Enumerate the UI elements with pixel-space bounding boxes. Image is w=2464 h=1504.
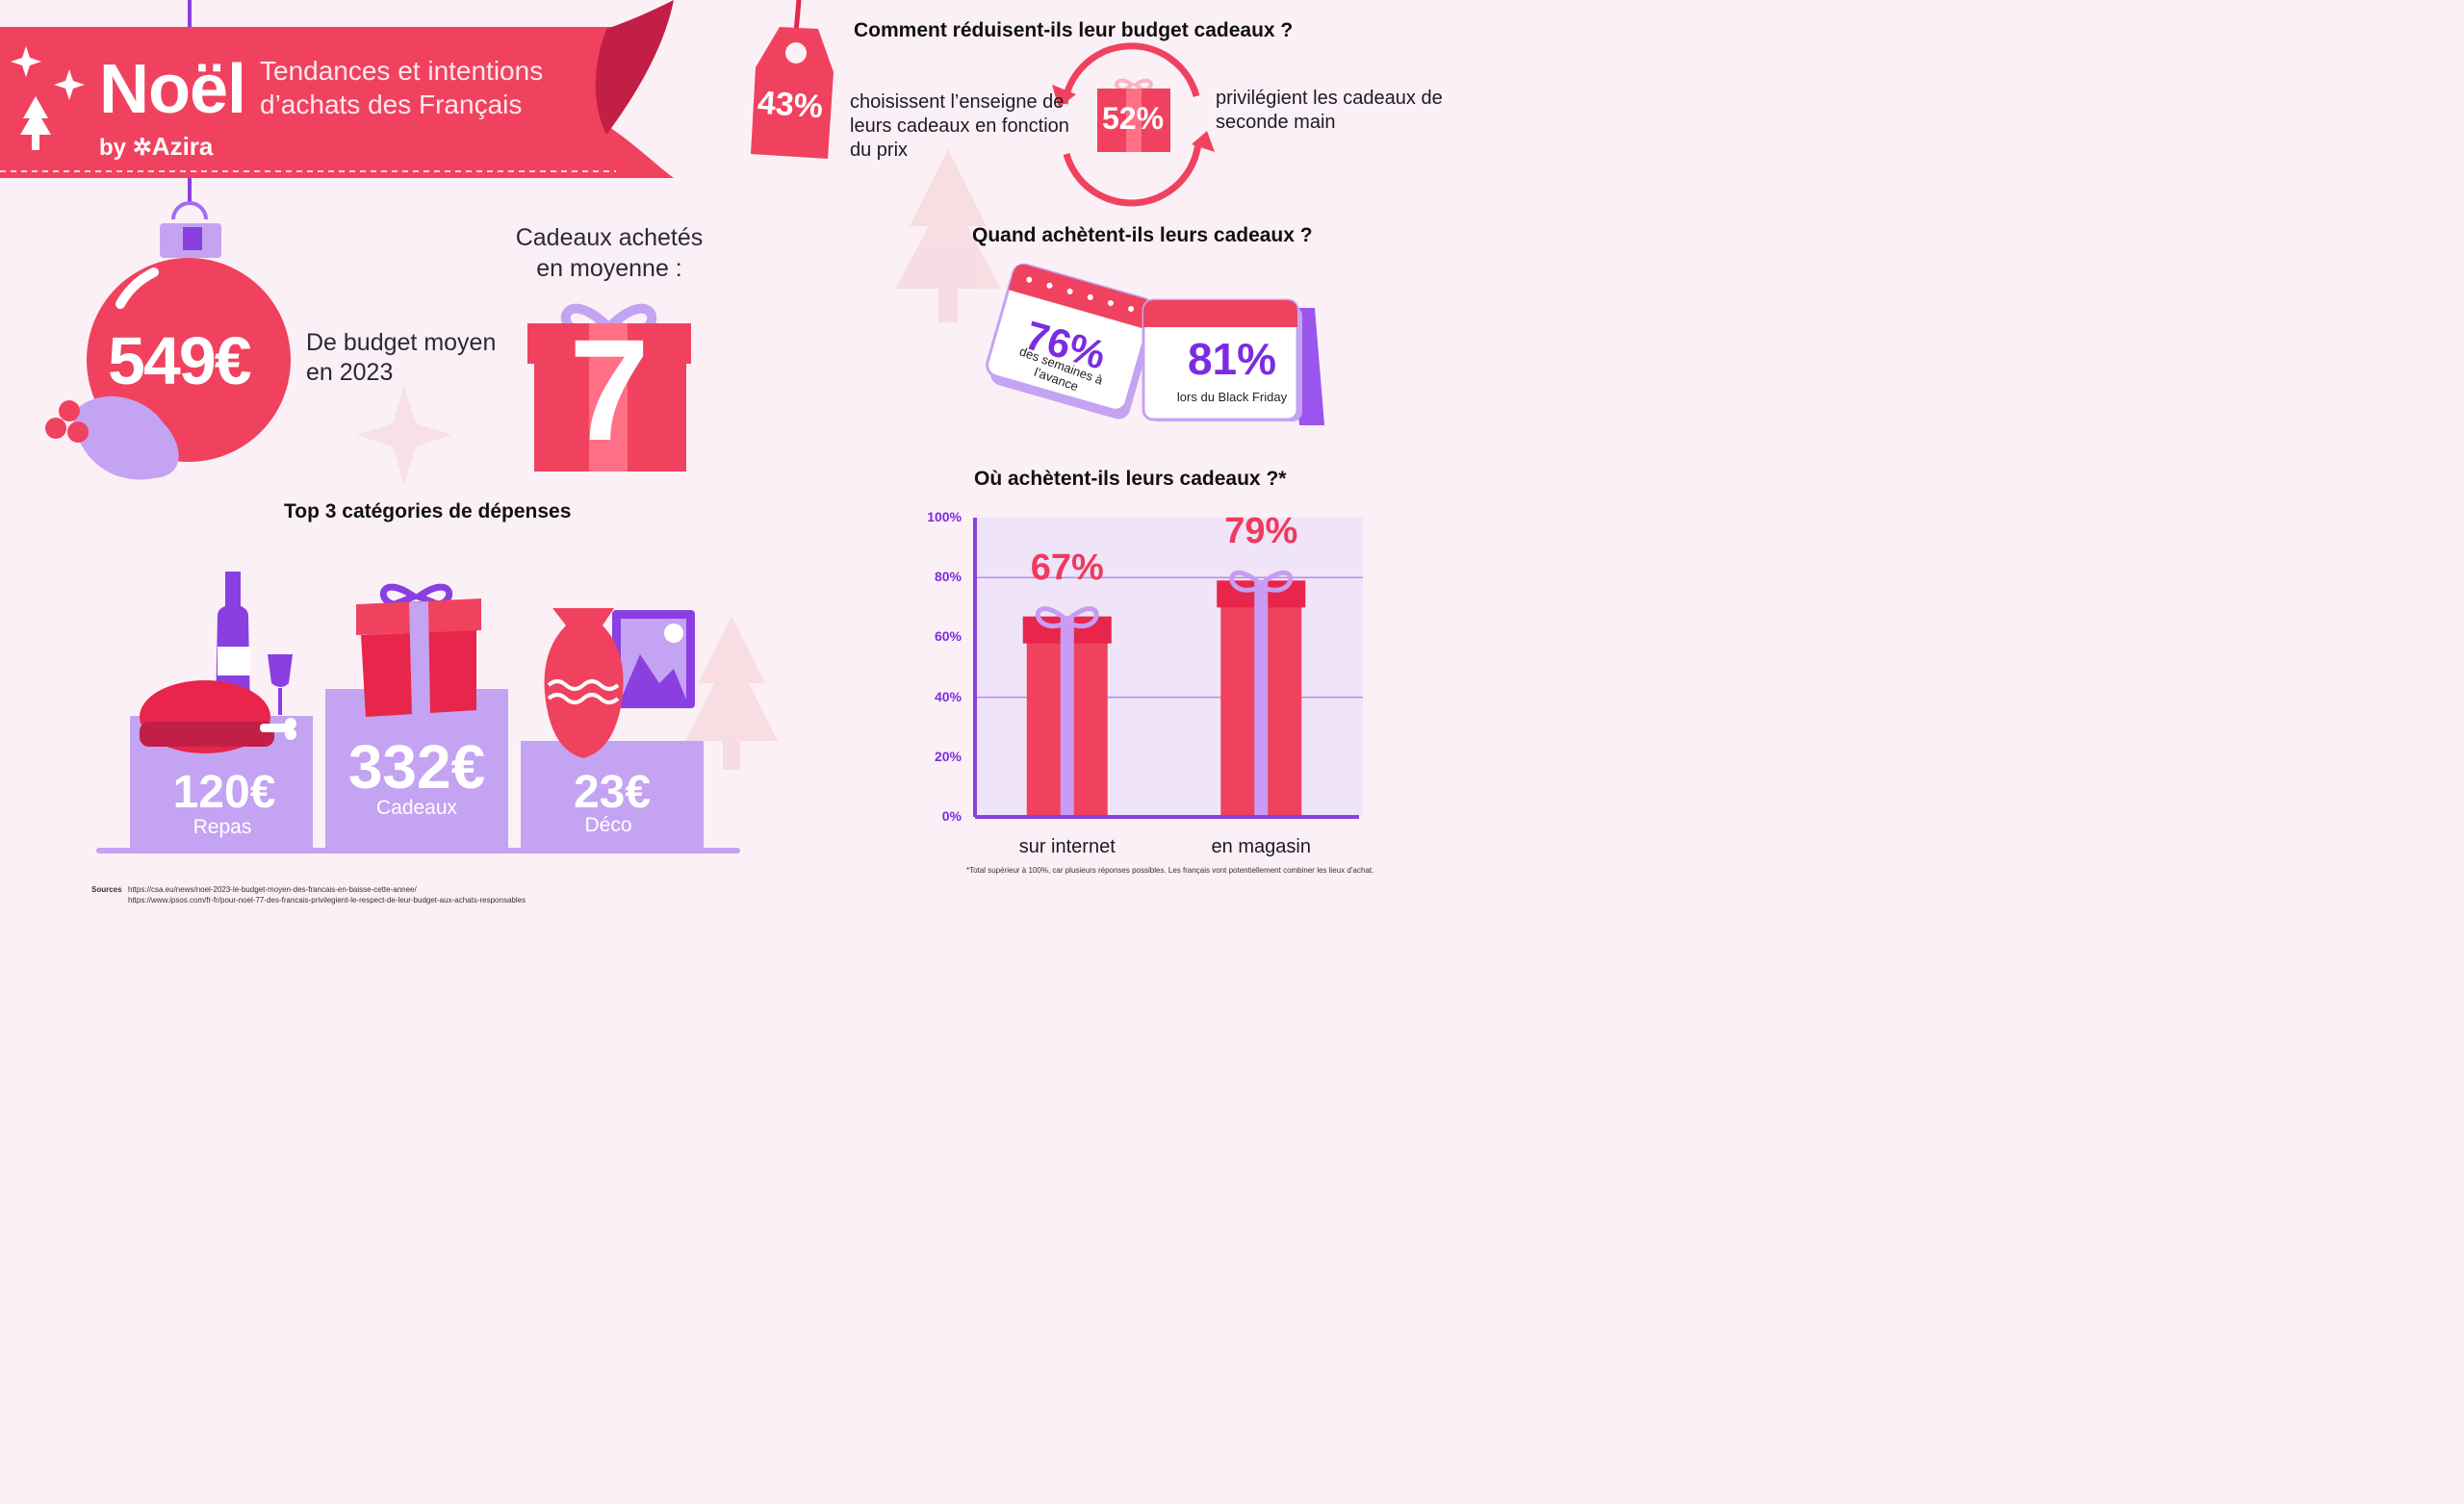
- bar-bow: [1035, 606, 1099, 628]
- sparkle-decoration: [356, 385, 452, 485]
- roast-chicken-icon: [140, 680, 296, 753]
- ornament-icon: [45, 201, 291, 480]
- calendar-81-icon: [1142, 298, 1324, 425]
- bar-en-magasin: [1217, 570, 1306, 817]
- banner-subtitle: Tendances et intentions d’achats des Fra…: [260, 56, 544, 119]
- banner-title: Noël: [99, 51, 246, 128]
- gift-box-icon: [527, 303, 691, 472]
- picture-frame-icon: [612, 610, 695, 708]
- second-hand-pct: 52%: [1101, 101, 1165, 136]
- tree-decoration: [685, 149, 1001, 770]
- banner-byline: by ✲Azira: [99, 132, 213, 162]
- sources-label: Sources: [91, 885, 122, 894]
- azira-logo-icon: ✲: [132, 135, 152, 161]
- source-link[interactable]: https://www.ipsos.com/fr-fr/pour-noel-77…: [128, 896, 526, 905]
- y-tick-label: 80%: [934, 569, 962, 585]
- gifts-bought-value: 7: [569, 309, 650, 471]
- recycle-arrows-icon: [1052, 42, 1215, 207]
- podium-deco-label: Déco: [584, 814, 632, 836]
- y-tick-label: 100%: [927, 509, 962, 524]
- podium-repas-value: 120€: [172, 767, 276, 818]
- where-title: Où achètent-ils leurs cadeaux ?*: [974, 468, 1287, 490]
- price-tag-icon: [751, 27, 834, 159]
- bar-value-label: 67%: [1030, 547, 1104, 588]
- x-category-label: en magasin: [1211, 836, 1311, 857]
- y-tick-label: 40%: [934, 688, 962, 704]
- where-bar-chart: [973, 518, 1363, 819]
- y-tick-label: 60%: [934, 628, 962, 645]
- sources: Sources https://csa.eu/news/noel-2023-le-…: [91, 884, 526, 905]
- banner-ribbon: [0, 0, 674, 178]
- podium-deco-value: 23€: [573, 767, 652, 818]
- tree-icon: [20, 96, 51, 150]
- blackfriday-text: lors du Black Friday: [1176, 390, 1288, 404]
- x-category-label: sur internet: [1018, 836, 1116, 857]
- when-title: Quand achètent-ils leurs cadeaux ?: [972, 224, 1313, 246]
- calendar-76-icon: [986, 263, 1156, 420]
- top3-title: Top 3 catégories de dépenses: [284, 500, 572, 523]
- y-tick-label: 0%: [941, 808, 962, 824]
- podium-cadeaux-value: 332€: [347, 732, 486, 802]
- bar-ribbon: [1060, 616, 1074, 817]
- bar-bow: [1229, 570, 1294, 593]
- blackfriday-pct: 81%: [1187, 334, 1277, 384]
- background-illustrations: [0, 0, 1324, 854]
- source-link[interactable]: https://csa.eu/news/noel-2023-le-budget-…: [128, 885, 417, 894]
- chart-footnote: *Total supérieur à 100%, car plusieurs r…: [966, 866, 1374, 875]
- y-tick-label: 20%: [934, 748, 962, 764]
- vase-icon: [544, 608, 624, 758]
- bar-sur-internet: [1022, 606, 1112, 817]
- podium-cadeaux: [325, 689, 508, 849]
- wine-glass-icon: [268, 654, 293, 715]
- banner-sparkles: [11, 46, 85, 100]
- small-gift-icon: [1097, 78, 1170, 152]
- reduce-title: Comment réduisent-ils leur budget cadeau…: [854, 19, 1294, 41]
- bar-value-label: 79%: [1224, 511, 1298, 552]
- bar-ribbon: [1254, 580, 1269, 817]
- budget-label: De budget moyen en 2023: [306, 329, 497, 386]
- podium-cadeaux-label: Cadeaux: [375, 797, 458, 819]
- brand-name: Azira: [151, 132, 214, 161]
- gifts-bought-title: Cadeaux achetés en moyenne :: [515, 224, 704, 282]
- gift-icon: [356, 583, 481, 717]
- podium-deco: [521, 741, 704, 849]
- second-hand-text: privilégient les cadeaux de seconde main: [1216, 88, 1443, 133]
- by-label: by: [99, 135, 127, 161]
- podium-repas-label: Repas: [192, 816, 252, 838]
- price-text: choisissent l’enseigne de leurs cadeaux …: [850, 91, 1069, 161]
- budget-value: 549€: [108, 323, 252, 398]
